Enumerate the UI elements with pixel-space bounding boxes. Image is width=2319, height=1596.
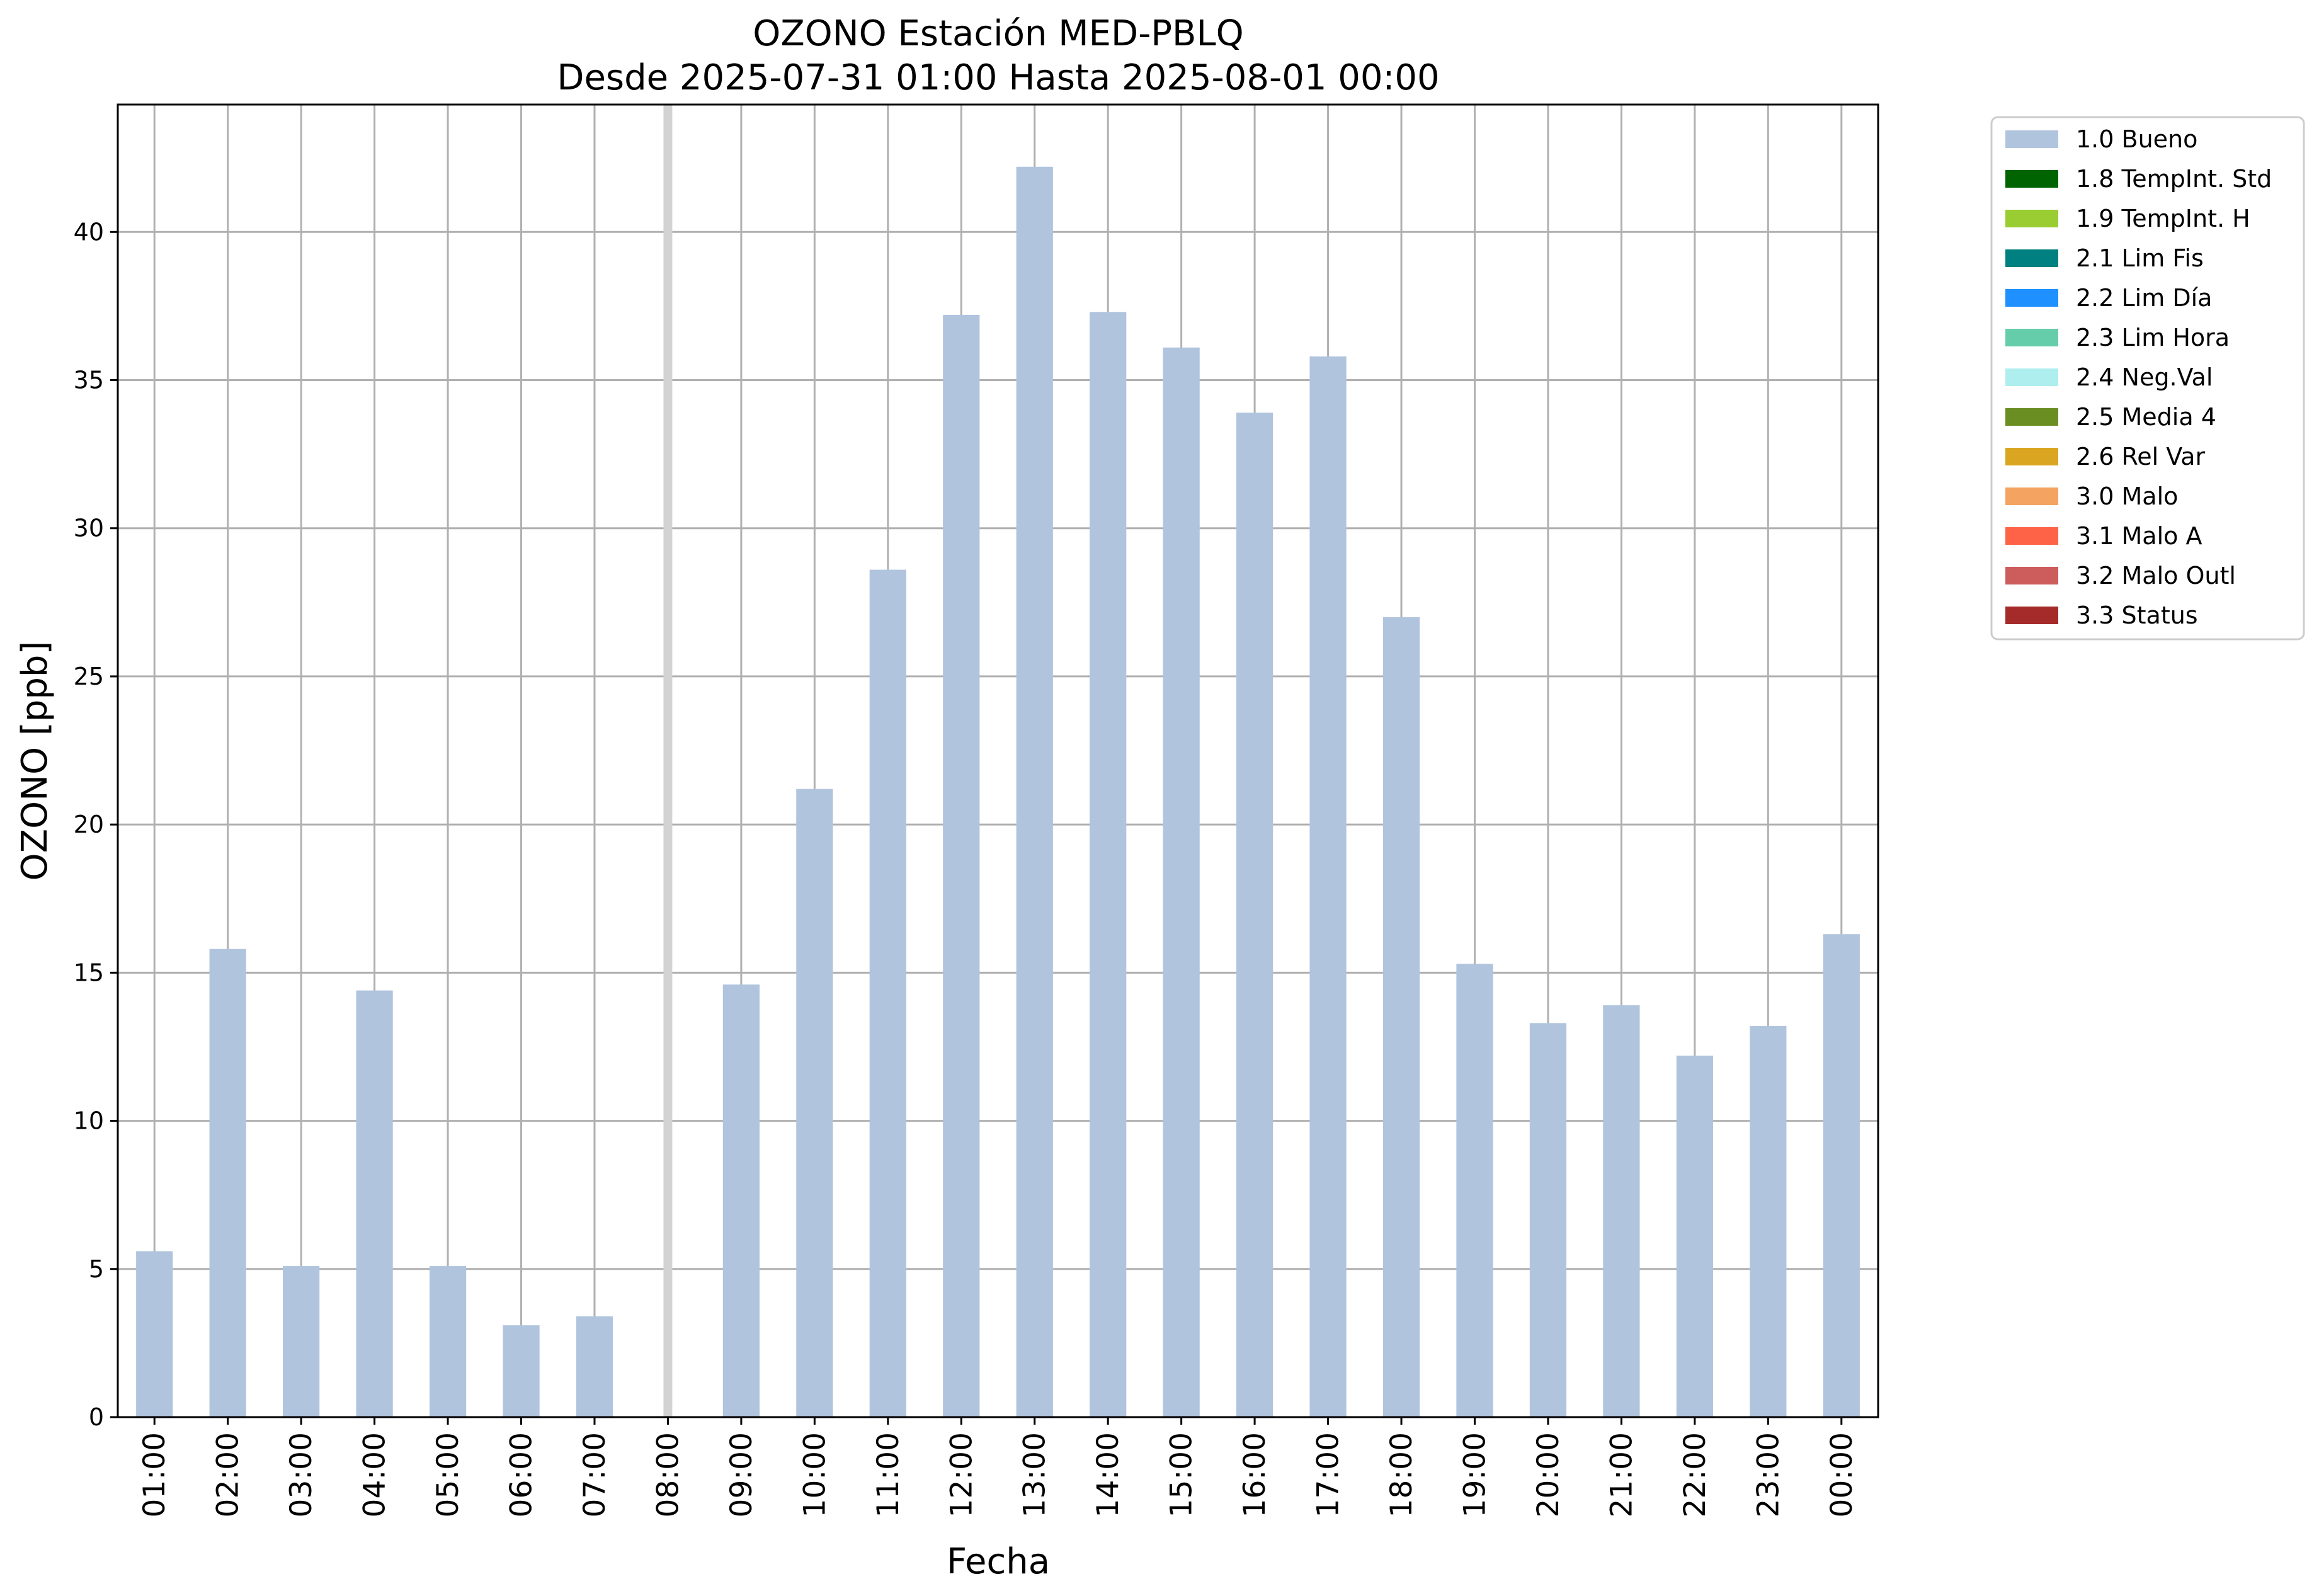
- x-tick-label: 06:00: [504, 1432, 539, 1517]
- y-tick-label: 30: [74, 515, 104, 542]
- legend-label: 2.6 Rel Var: [2076, 443, 2206, 470]
- x-tick-label: 19:00: [1457, 1432, 1492, 1517]
- x-tick-label: 07:00: [578, 1432, 612, 1517]
- y-tick-label: 20: [74, 811, 104, 838]
- missing-data-markers: [663, 105, 673, 1417]
- x-tick-label: 13:00: [1018, 1432, 1052, 1517]
- bar-0900: [722, 984, 760, 1417]
- x-tick-label: 16:00: [1238, 1432, 1272, 1517]
- x-tick-label: 21:00: [1604, 1432, 1639, 1517]
- x-tick-label: 12:00: [944, 1432, 979, 1517]
- legend-label: 1.9 TempInt. H: [2076, 205, 2250, 232]
- legend-label: 2.4 Neg.Val: [2076, 363, 2213, 391]
- legend-swatch: [2005, 408, 2058, 426]
- bar-0700: [576, 1316, 613, 1417]
- bar-0500: [429, 1266, 467, 1417]
- bar-1400: [1090, 312, 1127, 1417]
- legend-label: 2.5 Media 4: [2076, 403, 2216, 431]
- bar-1700: [1309, 356, 1347, 1418]
- bar-2300: [1750, 1026, 1787, 1417]
- legend-label: 2.2 Lim Día: [2076, 284, 2212, 312]
- legend-swatch: [2005, 289, 2058, 307]
- x-axis-label: Fecha: [947, 1541, 1050, 1582]
- plot-frame: [117, 103, 1879, 1418]
- x-tick-label: 09:00: [724, 1432, 759, 1517]
- legend-swatch: [2005, 170, 2058, 188]
- legend-swatch: [2005, 210, 2058, 227]
- legend-swatch: [2005, 607, 2058, 624]
- bar-1800: [1382, 617, 1420, 1417]
- x-tick-label: 18:00: [1384, 1432, 1419, 1517]
- bar-2000: [1529, 1023, 1567, 1417]
- legend-swatch: [2005, 487, 2058, 505]
- x-tick-label: 23:00: [1751, 1432, 1786, 1517]
- bar-1900: [1456, 964, 1493, 1417]
- y-tick-label: 0: [89, 1403, 104, 1431]
- bar-0000: [1823, 934, 1860, 1417]
- bar-0100: [136, 1251, 173, 1417]
- chart-subtitle: Desde 2025-07-31 01:00 Hasta 2025-08-01 …: [557, 57, 1439, 98]
- bars: [136, 166, 1860, 1418]
- bar-2200: [1676, 1056, 1713, 1417]
- bar-1500: [1163, 347, 1200, 1417]
- y-tick-label: 15: [74, 959, 104, 986]
- y-axis-label: OZONO [ppb]: [14, 641, 55, 881]
- legend-frame: [1990, 116, 2305, 641]
- bar-1200: [943, 315, 980, 1417]
- x-tick-label: 04:00: [358, 1432, 392, 1517]
- bar-1000: [796, 789, 833, 1417]
- bar-0600: [503, 1325, 540, 1417]
- y-tick-label: 5: [89, 1255, 104, 1283]
- legend-swatch: [2005, 368, 2058, 386]
- legend-label: 1.8 TempInt. Std: [2076, 165, 2272, 193]
- missing-data-band: [663, 105, 673, 1417]
- x-tick-label: 15:00: [1165, 1432, 1199, 1517]
- x-tick-label: 05:00: [431, 1432, 465, 1517]
- x-tick-label: 22:00: [1678, 1432, 1712, 1517]
- legend-swatch: [2005, 448, 2058, 465]
- x-tick-label: 20:00: [1531, 1432, 1566, 1517]
- legend-label: 3.3 Status: [2076, 601, 2198, 629]
- x-axis-ticks: 01:00 02:00 03:00 04:00 05:00 06:00 07:00 08:00…: [137, 1417, 1859, 1517]
- y-tick-label: 35: [74, 366, 104, 394]
- y-tick-label: 40: [74, 218, 104, 246]
- legend-label: 1.0 Bueno: [2076, 125, 2197, 153]
- y-tick-label: 25: [74, 663, 104, 690]
- legend-swatch: [2005, 527, 2058, 545]
- bar-2100: [1603, 1005, 1640, 1417]
- bar-1600: [1236, 413, 1273, 1417]
- legend-swatch: [2005, 130, 2058, 148]
- legend-swatch: [2005, 567, 2058, 584]
- x-tick-label: 14:00: [1091, 1432, 1125, 1517]
- legend-swatch: [2005, 249, 2058, 267]
- x-tick-label: 10:00: [797, 1432, 832, 1517]
- x-tick-label: 02:00: [211, 1432, 246, 1517]
- bar-0400: [356, 990, 393, 1417]
- bar-1100: [869, 569, 906, 1417]
- y-axis-ticks: 0 5 10 15 20 25 30 35 40: [74, 218, 118, 1431]
- x-tick-label: 01:00: [137, 1432, 172, 1517]
- legend-label: 2.1 Lim Fis: [2076, 244, 2204, 272]
- legend-label: 3.2 Malo Outl: [2076, 562, 2236, 590]
- bar-1300: [1016, 166, 1053, 1418]
- bar-0300: [283, 1266, 320, 1417]
- x-tick-label: 08:00: [651, 1432, 685, 1517]
- x-tick-label: 11:00: [871, 1432, 906, 1517]
- y-tick-label: 10: [74, 1107, 104, 1135]
- x-tick-label: 17:00: [1311, 1432, 1346, 1517]
- legend-label: 3.0 Malo: [2076, 482, 2178, 510]
- bar-0200: [209, 949, 246, 1417]
- x-tick-label: 00:00: [1825, 1432, 1859, 1517]
- legend: 1.0 Bueno 1.8 TempInt. Std 1.9 TempInt. H 2…: [1990, 116, 2305, 641]
- legend-label: 2.3 Lim Hora: [2076, 324, 2230, 351]
- legend-label: 3.1 Malo A: [2076, 522, 2202, 550]
- chart-title: OZONO Estación MED-PBLQ: [753, 13, 1244, 54]
- legend-swatch: [2005, 329, 2058, 346]
- x-tick-label: 03:00: [284, 1432, 319, 1517]
